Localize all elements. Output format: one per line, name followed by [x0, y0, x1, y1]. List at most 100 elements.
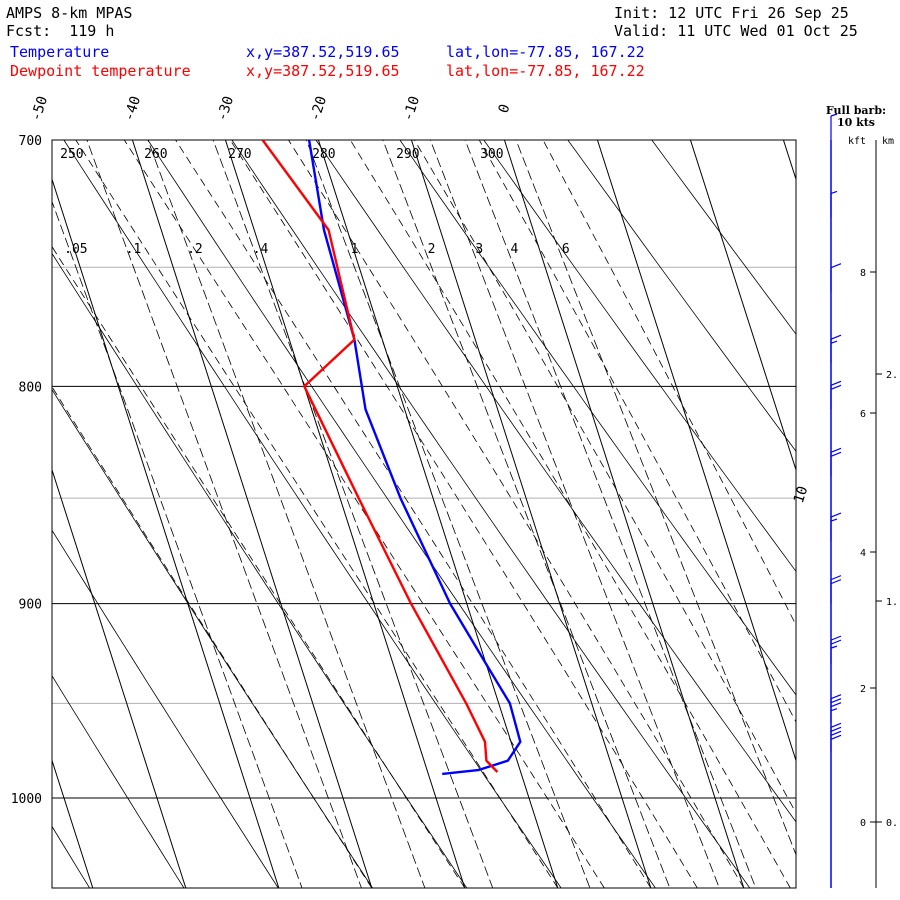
latlon-temperature: lat,lon=-77.85, 167.22	[446, 43, 645, 61]
isotherm-line	[689, 140, 796, 472]
dry-adiabat-line	[52, 529, 279, 888]
wind-barb-flag	[830, 722, 842, 728]
dry-adiabat-label: 290	[396, 147, 419, 162]
wind-barb-half	[830, 190, 838, 194]
moist-adiabat-line	[75, 140, 559, 888]
xy-dewpoint: x,y=387.52,519.65	[246, 62, 400, 80]
moist-adiabat-line	[288, 140, 745, 888]
mixing-ratio-line	[429, 140, 720, 888]
mixing-ratio-line	[212, 140, 494, 888]
wind-barb-flag	[830, 694, 842, 700]
xy-temperature: x,y=387.52,519.65	[246, 43, 400, 61]
isobar-label: 700	[19, 134, 42, 149]
dewpoint-label: Dewpoint temperature	[10, 62, 191, 80]
kft-label: 2	[860, 684, 866, 695]
km-label: 0.	[886, 818, 898, 829]
isotherm-line	[410, 140, 652, 888]
kft-label: 4	[860, 548, 866, 559]
isotherm-line	[876, 140, 900, 888]
mixing-ratio-line	[305, 140, 591, 888]
wind-barb-flag	[830, 730, 842, 736]
isotherm-label: -30	[214, 94, 237, 123]
isobar-label: 900	[19, 598, 42, 613]
mixing-ratio-line	[382, 140, 671, 888]
dry-adiabat-label: 270	[228, 147, 251, 162]
isotherm-line	[782, 140, 796, 181]
isotherm-line	[131, 140, 373, 888]
dry-adiabat-line	[231, 140, 751, 888]
dry-adiabat-line	[63, 140, 562, 888]
isotherm-line	[224, 140, 466, 888]
minor-isobars	[52, 266, 796, 704]
dry-adiabat-line	[52, 825, 91, 888]
isotherm-label: 0	[496, 102, 514, 115]
isotherm-line	[596, 140, 796, 763]
isotherm-label: -10	[400, 94, 423, 123]
isobar-label: 800	[19, 380, 42, 395]
mixing-ratio-label: 1	[351, 242, 359, 257]
barb-legend-line1: Full barb:	[826, 104, 886, 117]
wind-barb-flag	[830, 384, 842, 390]
moist-adiabat-line	[52, 245, 466, 888]
dry-adiabat-label: 250	[60, 147, 83, 162]
mixing-ratio-label: 6	[562, 242, 570, 257]
kft-label: 0	[860, 818, 866, 829]
dry-adiabat-line	[147, 140, 656, 888]
km-label: 1.	[886, 597, 898, 608]
isotherm-label: -20	[307, 94, 330, 123]
wind-barb-flag	[830, 579, 842, 585]
moist-adiabat-line	[413, 140, 796, 814]
mixing-ratio-label: 2	[428, 242, 436, 257]
wind-barb-flag	[830, 702, 842, 708]
mixing-ratio-line	[464, 140, 757, 888]
dry-adiabat-label: 300	[480, 147, 503, 162]
isotherm-line	[52, 177, 280, 888]
km-unit: km	[882, 136, 894, 147]
wind-barb-flag	[830, 512, 842, 518]
mixing-ratio-label: .4	[253, 242, 269, 257]
dry-adiabat-line	[651, 140, 796, 335]
kft-unit: kft	[848, 136, 866, 147]
mixing-ratio-line	[147, 140, 426, 888]
temperature-label: Temperature	[10, 43, 110, 61]
wind-barb-flag	[830, 575, 842, 581]
moist-adiabat-line	[175, 140, 652, 888]
major-isobars: 700 800 900 1000	[11, 134, 796, 807]
moist-adiabat-line	[52, 386, 373, 888]
dry-adiabat-line	[52, 675, 185, 888]
moist-adiabat-line	[542, 140, 796, 626]
kft-label: 6	[860, 409, 866, 420]
wind-barb-half	[830, 645, 838, 649]
isotherm-label: -50	[28, 94, 51, 123]
wind-barb-flag	[830, 726, 842, 732]
moist-adiabat-line	[478, 140, 796, 723]
dry-adiabat-line	[567, 140, 796, 453]
wind-barb-half	[830, 340, 838, 344]
isotherm-label: 10	[791, 484, 811, 505]
km-label: 2.	[886, 370, 898, 381]
kft-label: 8	[860, 268, 866, 279]
dry-adiabat-line	[399, 140, 796, 696]
wind-barb-flag	[830, 698, 842, 704]
moist-adiabat-line	[229, 140, 698, 888]
isotherm-line	[503, 140, 745, 888]
wind-barb-flag	[830, 635, 842, 641]
wind-barb-flag	[830, 263, 842, 269]
mixing-ratio-label: 4	[511, 242, 519, 257]
mixing-ratio-line	[52, 200, 303, 888]
mixing-ratio-label: .1	[126, 242, 142, 257]
forecast-hour: Fcst: 119 h	[6, 22, 115, 40]
mixing-ratio-label: .05	[64, 242, 87, 257]
dry-adiabat-line	[315, 140, 796, 823]
isotherm-line	[317, 140, 559, 888]
wind-panel: 8 6 4 2 0 2. 1. 0.	[830, 113, 898, 888]
barb-legend-line2: 10 kts	[837, 116, 875, 129]
wind-barb-flag	[830, 451, 842, 457]
dry-adiabat-label: 280	[312, 147, 335, 162]
wind-barb-flag	[830, 447, 842, 453]
dry-adiabat-line	[52, 252, 468, 888]
wind-barb-half	[830, 518, 838, 522]
